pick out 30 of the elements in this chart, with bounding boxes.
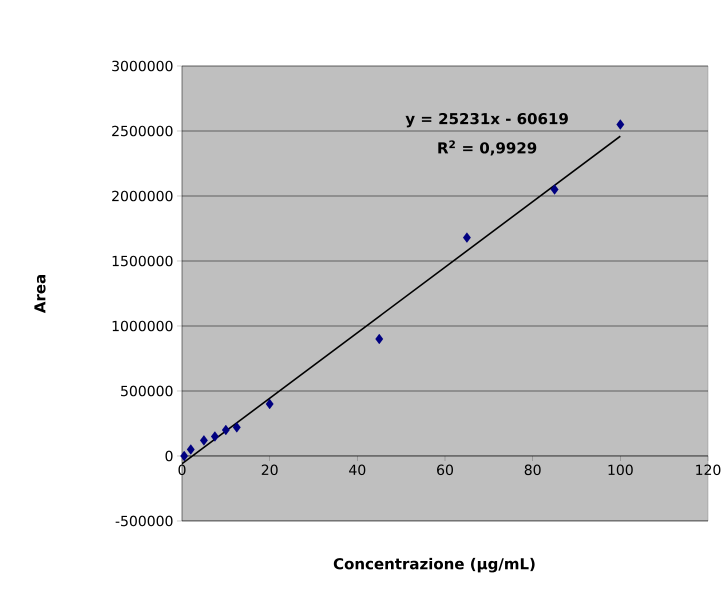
x-tick-label: 120 (696, 464, 720, 476)
y-axis-title: Area (34, 275, 46, 314)
x-axis-title: Concentrazione (µg/mL) (334, 558, 535, 572)
point (266, 398, 274, 410)
x-tick-label: 20 (262, 464, 278, 476)
y-tick-label: 0 (165, 450, 173, 462)
point (180, 450, 188, 462)
point (200, 435, 208, 446)
point (186, 444, 195, 455)
y-tick-label: 500000 (121, 386, 173, 396)
point (210, 431, 219, 442)
point (232, 422, 241, 433)
annotation: y = 25231x - 60619 (406, 112, 568, 128)
y-tick-label: 1500000 (112, 256, 173, 266)
x-tick-label: 0 (178, 464, 186, 476)
y-tick-label: 2500000 (112, 126, 173, 136)
y-tick-label: 3000000 (112, 60, 173, 72)
point (375, 334, 384, 344)
x-tick-label: 100 (608, 464, 633, 476)
annotation: R$^{2}$ = 0,9929 (438, 140, 536, 156)
x-tick-label: 60 (437, 464, 453, 476)
x-tick-label: 80 (524, 464, 541, 476)
y-tick-label: 2000000 (112, 190, 173, 202)
y-tick-label: -500000 (116, 516, 173, 526)
point (222, 424, 230, 436)
point (616, 119, 624, 130)
y-tick-label: 1000000 (112, 320, 173, 332)
point (462, 232, 471, 243)
point (550, 184, 559, 195)
x-tick-label: 40 (349, 464, 366, 476)
